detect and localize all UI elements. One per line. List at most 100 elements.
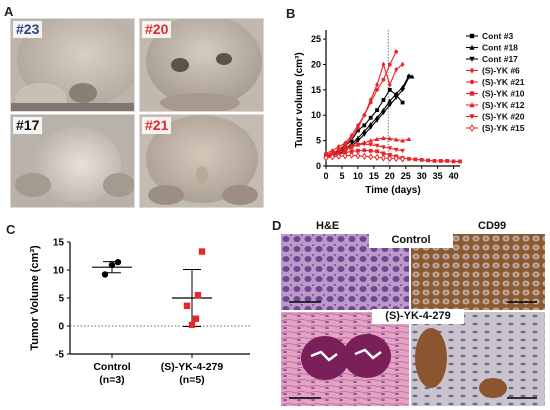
mouse-photo-21: #21 [139, 114, 264, 208]
data-point [374, 153, 380, 161]
y-tick-label: 10 [53, 266, 65, 277]
y-tick-label: 15 [53, 238, 65, 249]
data-point [323, 154, 329, 162]
data-point [368, 121, 374, 127]
treated-row-label: (S)-YK-4-279 [372, 309, 464, 324]
data-point [400, 87, 405, 93]
legend-marker [469, 44, 475, 50]
data-point [419, 158, 424, 162]
data-point [375, 87, 379, 92]
data-point [194, 292, 202, 299]
data-point [356, 126, 360, 130]
group-label: (S)-YK-4-279 [161, 361, 224, 373]
legend-entry: (S)-YK #10 [482, 89, 525, 99]
y-tick-label: 5 [316, 136, 321, 146]
data-point [375, 82, 379, 88]
data-point [387, 136, 393, 141]
data-point [361, 129, 367, 134]
legend-marker [469, 114, 475, 120]
data-point [400, 155, 406, 163]
data-point [188, 321, 196, 329]
data-point [426, 158, 430, 163]
data-point [374, 136, 380, 141]
legend-marker [469, 91, 475, 96]
x-tick-label: 40 [449, 171, 459, 181]
data-point [349, 151, 355, 159]
data-point [374, 143, 380, 149]
data-point [438, 159, 443, 163]
data-point [393, 147, 399, 153]
data-point [381, 110, 386, 116]
cd99-treated-image [411, 312, 545, 406]
legend-marker [469, 67, 475, 74]
data-point [413, 157, 418, 162]
data-point [342, 152, 348, 160]
group-n-label: (n=5) [179, 374, 204, 386]
data-point [375, 149, 379, 154]
data-point [381, 98, 386, 102]
data-point [387, 98, 393, 103]
data-point [394, 49, 399, 54]
data-point [198, 248, 206, 255]
legend-marker [469, 124, 475, 132]
y-tick-label: 5 [58, 294, 64, 305]
tumor-growth-line-chart: 0 5 10 15 20 25 30 35 40 0 5 10 15 20 25 Time (days) Tum… [294, 30, 525, 196]
legend-entry: Cont #17 [482, 54, 518, 64]
series-line [325, 149, 460, 162]
panel-c-letter: C [6, 222, 16, 237]
data-point [329, 153, 335, 161]
data-point [381, 135, 386, 140]
data-point [361, 132, 367, 137]
y-tick-label: 0 [316, 161, 321, 171]
data-point [387, 146, 393, 151]
data-point [393, 95, 399, 100]
data-point [368, 148, 373, 153]
legend-entry: (S)-YK #12 [482, 100, 525, 110]
data-point [349, 149, 354, 154]
data-point [393, 91, 399, 96]
data-point [406, 136, 412, 141]
data-point [361, 142, 367, 147]
data-point [192, 315, 200, 322]
data-point [381, 77, 386, 82]
data-point [393, 137, 399, 142]
data-point [355, 138, 361, 144]
data-point [407, 156, 411, 161]
data-point [387, 82, 392, 88]
x-tick-label: 35 [433, 171, 443, 181]
group-label: Control [93, 361, 130, 373]
data-point [458, 159, 462, 164]
y-tick-label: 0 [58, 322, 64, 333]
data-point [387, 62, 392, 67]
data-point [381, 61, 386, 68]
legend-entry: Cont #3 [482, 31, 513, 41]
data-point [329, 150, 335, 156]
data-point [400, 148, 405, 154]
x-tick-label: 25 [401, 171, 411, 181]
data-point [393, 154, 399, 162]
data-point [368, 138, 374, 143]
mouse-photo-17: #17 [10, 114, 135, 208]
legend-marker [469, 102, 475, 108]
y-tick-label: 25 [311, 34, 321, 44]
data-point [375, 108, 379, 113]
data-point [114, 258, 122, 266]
panel-a-letter: A [4, 4, 14, 19]
data-point [451, 159, 456, 164]
data-point [349, 138, 354, 143]
x-axis-label: Time (days) [365, 185, 420, 196]
data-point [355, 152, 361, 160]
data-point [387, 154, 393, 162]
y-axis-label: Tumor Volume (cm³) [29, 245, 41, 351]
y-tick-label: 10 [311, 110, 321, 120]
data-point [432, 159, 437, 163]
legend-entry: Cont #18 [482, 43, 518, 53]
x-tick-label: 5 [339, 171, 344, 181]
data-point [387, 103, 393, 108]
mouse-label-21: #21 [142, 117, 172, 134]
x-tick-label: 15 [369, 171, 379, 181]
data-point [349, 144, 354, 149]
data-point [101, 271, 109, 278]
tumor-volume-scatter-chart: -5 0 5 10 15 Tumor Volume (cm³) Control(n=3) (S… [29, 238, 250, 386]
cd99-stain-column-label: CD99 [478, 220, 507, 232]
